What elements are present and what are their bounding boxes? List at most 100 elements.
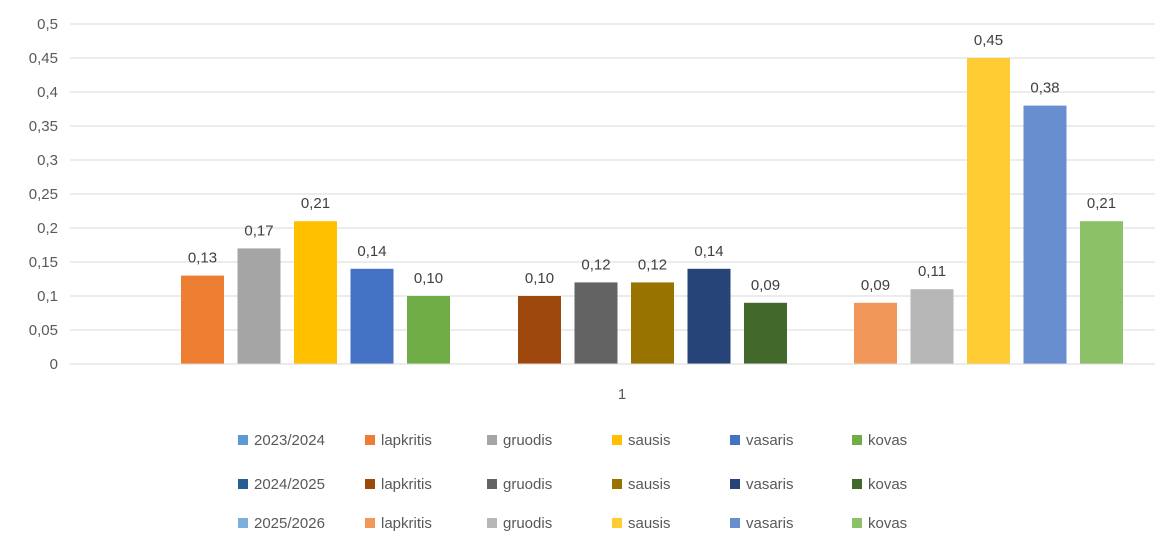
legend-item: kovas (852, 469, 907, 499)
legend-swatch (238, 479, 248, 489)
legend-label: lapkritis (381, 514, 432, 532)
legend-label: sausis (628, 475, 671, 493)
legend-item: kovas (852, 425, 907, 455)
legend-label: gruodis (503, 475, 553, 493)
legend-label: 2025/2026 (254, 514, 325, 532)
legend-item: sausis (612, 425, 671, 455)
y-tick-label: 0,3 (37, 152, 58, 169)
legend-item: sausis (612, 508, 671, 538)
data-labels: 0,13 0,17 0,21 0,14 0,10 0,10 0,12 0,12 0,14 0,09… (188, 32, 1116, 294)
y-tick-label: 0,05 (29, 322, 58, 339)
bars (181, 58, 1123, 364)
legend-label: vasaris (746, 514, 794, 532)
y-tick-label: 0,45 (29, 50, 58, 67)
legend-swatch (365, 435, 375, 445)
data-label: 0,21 (1087, 195, 1116, 212)
legend-label: lapkritis (381, 431, 432, 449)
legend-swatch (612, 435, 622, 445)
legend-item: 2025/2026 (238, 508, 325, 538)
category-label: 1 (618, 386, 626, 403)
legend-label: vasaris (746, 475, 794, 493)
legend-item: vasaris (730, 469, 794, 499)
legend-label: kovas (868, 514, 908, 532)
legend-item: gruodis (487, 425, 552, 455)
legend-label: lapkritis (381, 475, 432, 493)
legend-label: sausis (628, 431, 671, 449)
data-label: 0,12 (581, 256, 610, 273)
legend-item: vasaris (730, 508, 794, 538)
legend-swatch (852, 479, 862, 489)
legend-label: sausis (628, 514, 671, 532)
y-tick-label: 0,25 (29, 186, 58, 203)
legend-label: 2024/2025 (254, 475, 325, 493)
legend-swatch (730, 435, 740, 445)
legend-item: vasaris (730, 425, 794, 455)
legend-swatch (365, 518, 375, 528)
legend-swatch (852, 435, 862, 445)
legend-item: 2024/2025 (238, 469, 325, 499)
legend-label: kovas (868, 431, 908, 449)
legend-swatch (487, 435, 497, 445)
legend-swatch (238, 435, 248, 445)
bar-2024-2025-lapkritis (518, 296, 561, 364)
data-label: 0,12 (638, 256, 667, 273)
legend-label: 2023/2024 (254, 431, 325, 449)
legend-row: 2025/2026 lapkritis gruodis sausis vasaris ko… (0, 508, 1167, 538)
y-tick-label: 0,4 (37, 84, 58, 101)
legend-swatch (612, 518, 622, 528)
legend-label: vasaris (746, 431, 794, 449)
bar-2025-2026-lapkritis (854, 302, 897, 364)
y-tick-label: 0 (50, 356, 58, 373)
legend-swatch (238, 518, 248, 528)
bar-2025-2026-vasaris (1023, 105, 1067, 364)
bar-2025-2026-gruodis (910, 289, 954, 364)
bar-2024-2025-vasaris (687, 268, 731, 364)
legend-item: 2023/2024 (238, 425, 325, 455)
bar-2023-2024-kovas (407, 296, 450, 364)
bar-2024-2025-kovas (744, 302, 787, 364)
data-label: 0,38 (1030, 80, 1059, 97)
bar-2025-2026-kovas (1080, 221, 1123, 364)
bar-2024-2025-sausis (631, 282, 674, 364)
legend-item: kovas (852, 508, 907, 538)
legend-label: gruodis (503, 431, 553, 449)
legend-item: gruodis (487, 508, 552, 538)
legend-swatch (487, 518, 497, 528)
data-label: 0,09 (751, 277, 780, 294)
legend-item: lapkritis (365, 425, 432, 455)
data-label: 0,14 (694, 243, 723, 260)
legend-swatch (730, 479, 740, 489)
data-label: 0,14 (357, 243, 386, 260)
data-label: 0,09 (861, 277, 890, 294)
data-label: 0,10 (414, 270, 443, 287)
legend-row: 2024/2025 lapkritis gruodis sausis vasaris ko… (0, 469, 1167, 499)
y-tick-label: 0,2 (37, 220, 58, 237)
legend-swatch (730, 518, 740, 528)
data-label: 0,21 (301, 195, 330, 212)
y-axis-ticks: 0 0,05 0,1 0,15 0,2 0,25 0,3 0,35 0,4 0,45 0,5 (29, 16, 58, 373)
bar-2023-2024-gruodis (237, 248, 281, 364)
legend-label: gruodis (503, 514, 553, 532)
y-tick-label: 0,1 (37, 288, 58, 305)
legend-item: sausis (612, 469, 671, 499)
data-label: 0,13 (188, 250, 217, 267)
legend-swatch (365, 479, 375, 489)
y-tick-label: 0,5 (37, 16, 58, 33)
legend-swatch (612, 479, 622, 489)
legend-item: gruodis (487, 469, 552, 499)
legend-item: lapkritis (365, 508, 432, 538)
bar-2023-2024-sausis (294, 221, 337, 364)
bar-2024-2025-gruodis (574, 282, 618, 364)
legend-swatch (487, 479, 497, 489)
data-label: 0,10 (525, 270, 554, 287)
data-label: 0,17 (244, 222, 273, 239)
legend-label: kovas (868, 475, 908, 493)
legend-row: 2023/2024 lapkritis gruodis sausis vasaris ko… (0, 425, 1167, 455)
y-tick-label: 0,35 (29, 118, 58, 135)
legend-item: lapkritis (365, 469, 432, 499)
bar-chart: 0 0,05 0,1 0,15 0,2 0,25 0,3 0,35 0,4 0,45 0,5 0,1… (29, 16, 1155, 403)
data-label: 0,45 (974, 32, 1003, 49)
y-tick-label: 0,15 (29, 254, 58, 271)
bar-2025-2026-sausis (967, 58, 1010, 364)
bar-2023-2024-vasaris (350, 268, 394, 364)
